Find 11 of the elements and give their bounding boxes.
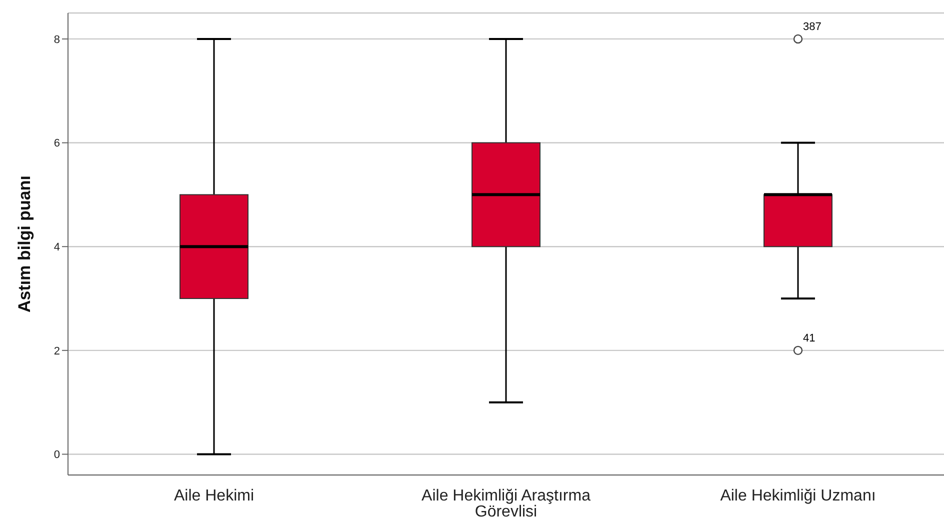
y-tick-label: 6 xyxy=(54,138,60,150)
x-tick-label: Aile Hekimliği Uzmanı xyxy=(720,487,876,504)
y-axis-title: Astım bilgi puanı xyxy=(15,176,34,312)
x-tick-label: Aile Hekimliği Araştırma Görevlisi xyxy=(422,487,591,520)
annotation: 387 xyxy=(803,20,822,33)
y-tick-label: 2 xyxy=(54,345,60,358)
y-tick-label: 4 xyxy=(54,242,60,254)
annotation: 41 xyxy=(803,332,816,344)
y-tick-label: 8 xyxy=(54,34,60,46)
y-tick-label: 0 xyxy=(54,449,60,462)
x-tick-label: Aile Hekimi xyxy=(174,487,254,504)
